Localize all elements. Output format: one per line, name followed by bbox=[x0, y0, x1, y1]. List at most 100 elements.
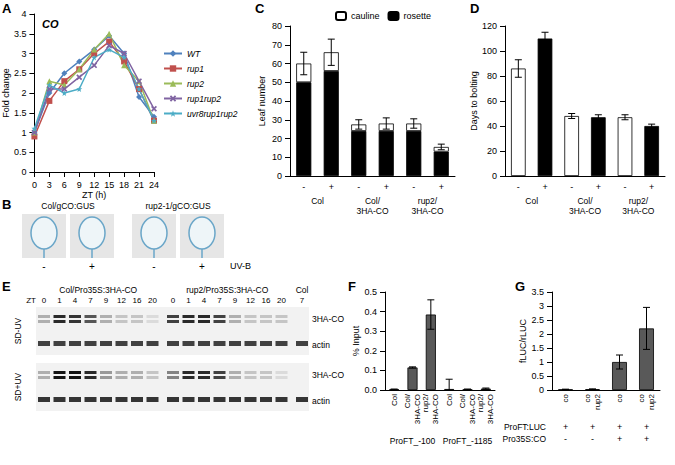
svg-text:0.2: 0.2 bbox=[364, 346, 377, 356]
svg-text:Col/: Col/ bbox=[458, 393, 467, 408]
svg-text:% Input: % Input bbox=[351, 325, 361, 356]
svg-text:0: 0 bbox=[32, 180, 37, 190]
svg-text:0.1: 0.1 bbox=[364, 365, 377, 375]
svg-text:Col: Col bbox=[311, 196, 324, 206]
svg-text:-: - bbox=[412, 182, 415, 192]
svg-text:+: + bbox=[439, 182, 444, 192]
svg-text:12: 12 bbox=[89, 180, 99, 190]
svg-text:1: 1 bbox=[539, 357, 544, 367]
svg-text:7: 7 bbox=[217, 296, 222, 305]
svg-text:Col/: Col/ bbox=[365, 196, 381, 206]
svg-text:rup2/: rup2/ bbox=[476, 393, 485, 412]
svg-text:ZT (h): ZT (h) bbox=[82, 190, 106, 200]
svg-text:Leaf number: Leaf number bbox=[257, 76, 267, 127]
svg-text:rup2: rup2 bbox=[647, 393, 656, 410]
svg-text:1.5: 1.5 bbox=[531, 343, 544, 353]
svg-text:-: - bbox=[564, 434, 567, 444]
svg-text:B: B bbox=[2, 197, 11, 212]
svg-text:3HA-CO: 3HA-CO bbox=[569, 206, 602, 216]
svg-text:-: - bbox=[42, 261, 45, 272]
svg-text:21: 21 bbox=[134, 180, 144, 190]
svg-text:30: 30 bbox=[272, 115, 282, 125]
svg-text:rup2/: rup2/ bbox=[421, 393, 430, 412]
svg-text:16: 16 bbox=[133, 296, 142, 305]
svg-text:A: A bbox=[2, 1, 12, 16]
svg-text:Days to bolting: Days to bolting bbox=[469, 71, 479, 131]
svg-text:rup2/Pro35S:3HA-CO: rup2/Pro35S:3HA-CO bbox=[186, 285, 269, 295]
svg-text:2: 2 bbox=[539, 329, 544, 339]
svg-text:ProFT_-1185: ProFT_-1185 bbox=[443, 436, 493, 446]
svg-text:F: F bbox=[348, 279, 356, 294]
svg-text:Col/: Col/ bbox=[403, 393, 412, 408]
svg-text:2: 2 bbox=[21, 88, 26, 98]
svg-text:24: 24 bbox=[149, 180, 159, 190]
svg-text:uvr8rup1rup2: uvr8rup1rup2 bbox=[187, 109, 238, 119]
svg-text:Col: Col bbox=[525, 196, 538, 206]
svg-text:co: co bbox=[561, 393, 570, 402]
svg-text:3: 3 bbox=[47, 180, 52, 190]
svg-text:+: + bbox=[590, 422, 595, 432]
svg-text:-: - bbox=[517, 182, 520, 192]
svg-text:rup1: rup1 bbox=[187, 64, 204, 74]
svg-text:60: 60 bbox=[272, 59, 282, 69]
svg-text:Col/gCO:GUS: Col/gCO:GUS bbox=[41, 201, 95, 211]
svg-text:rup2/: rup2/ bbox=[418, 196, 438, 206]
svg-text:3HA-CO: 3HA-CO bbox=[312, 370, 345, 380]
svg-text:2.5: 2.5 bbox=[14, 68, 27, 78]
svg-text:-: - bbox=[152, 261, 155, 272]
svg-text:70: 70 bbox=[272, 40, 282, 50]
svg-text:4: 4 bbox=[21, 9, 26, 19]
svg-text:G: G bbox=[515, 279, 525, 294]
svg-text:-: - bbox=[591, 434, 594, 444]
svg-text:Col: Col bbox=[296, 285, 309, 295]
svg-text:1: 1 bbox=[57, 296, 62, 305]
svg-text:50: 50 bbox=[272, 77, 282, 87]
svg-text:+: + bbox=[329, 182, 334, 192]
svg-text:+: + bbox=[199, 261, 205, 272]
svg-text:18: 18 bbox=[119, 180, 129, 190]
svg-text:Pro35S:CO: Pro35S:CO bbox=[503, 434, 547, 444]
svg-text:rosette: rosette bbox=[404, 11, 432, 21]
svg-text:3HA-CO: 3HA-CO bbox=[431, 394, 440, 424]
svg-text:D: D bbox=[470, 1, 479, 16]
svg-text:rup2: rup2 bbox=[187, 79, 204, 89]
svg-text:4: 4 bbox=[202, 296, 207, 305]
svg-text:fLUC/rLUC: fLUC/rLUC bbox=[518, 319, 528, 364]
svg-text:7: 7 bbox=[300, 296, 305, 305]
svg-text:80: 80 bbox=[272, 21, 282, 31]
svg-text:16: 16 bbox=[262, 296, 271, 305]
svg-text:-: - bbox=[357, 182, 360, 192]
svg-text:+: + bbox=[563, 422, 568, 432]
svg-text:1: 1 bbox=[186, 296, 191, 305]
svg-text:+: + bbox=[644, 422, 649, 432]
svg-text:0.4: 0.4 bbox=[364, 307, 377, 317]
svg-text:3HA-CO: 3HA-CO bbox=[356, 206, 389, 216]
svg-text:0: 0 bbox=[277, 171, 282, 181]
svg-text:20: 20 bbox=[277, 296, 286, 305]
svg-text:3HA-CO: 3HA-CO bbox=[622, 206, 655, 216]
svg-text:Col: Col bbox=[445, 394, 454, 406]
svg-text:SD-UV: SD-UV bbox=[13, 317, 23, 344]
svg-text:2.5: 2.5 bbox=[531, 315, 544, 325]
svg-text:rup2/: rup2/ bbox=[629, 196, 649, 206]
svg-text:120: 120 bbox=[482, 21, 497, 31]
svg-text:3: 3 bbox=[21, 49, 26, 59]
svg-text:3HA-CO: 3HA-CO bbox=[312, 314, 345, 324]
svg-text:1: 1 bbox=[21, 128, 26, 138]
svg-text:0: 0 bbox=[42, 296, 47, 305]
svg-text:9: 9 bbox=[233, 296, 238, 305]
svg-text:0.0: 0.0 bbox=[364, 385, 377, 395]
svg-text:+: + bbox=[644, 434, 649, 444]
svg-text:15: 15 bbox=[104, 180, 114, 190]
svg-text:ZT: ZT bbox=[26, 296, 36, 305]
svg-text:20: 20 bbox=[487, 146, 497, 156]
svg-text:0: 0 bbox=[492, 171, 497, 181]
svg-text:ProFT_-100: ProFT_-100 bbox=[390, 436, 436, 446]
svg-text:+: + bbox=[89, 261, 95, 272]
svg-text:rup2-1/gCO:GUS: rup2-1/gCO:GUS bbox=[145, 201, 211, 211]
svg-text:+: + bbox=[649, 182, 654, 192]
svg-text:Col/: Col/ bbox=[577, 196, 593, 206]
svg-text:co: co bbox=[583, 393, 592, 402]
svg-text:1.5: 1.5 bbox=[14, 108, 27, 118]
svg-text:UV-B: UV-B bbox=[230, 261, 251, 271]
